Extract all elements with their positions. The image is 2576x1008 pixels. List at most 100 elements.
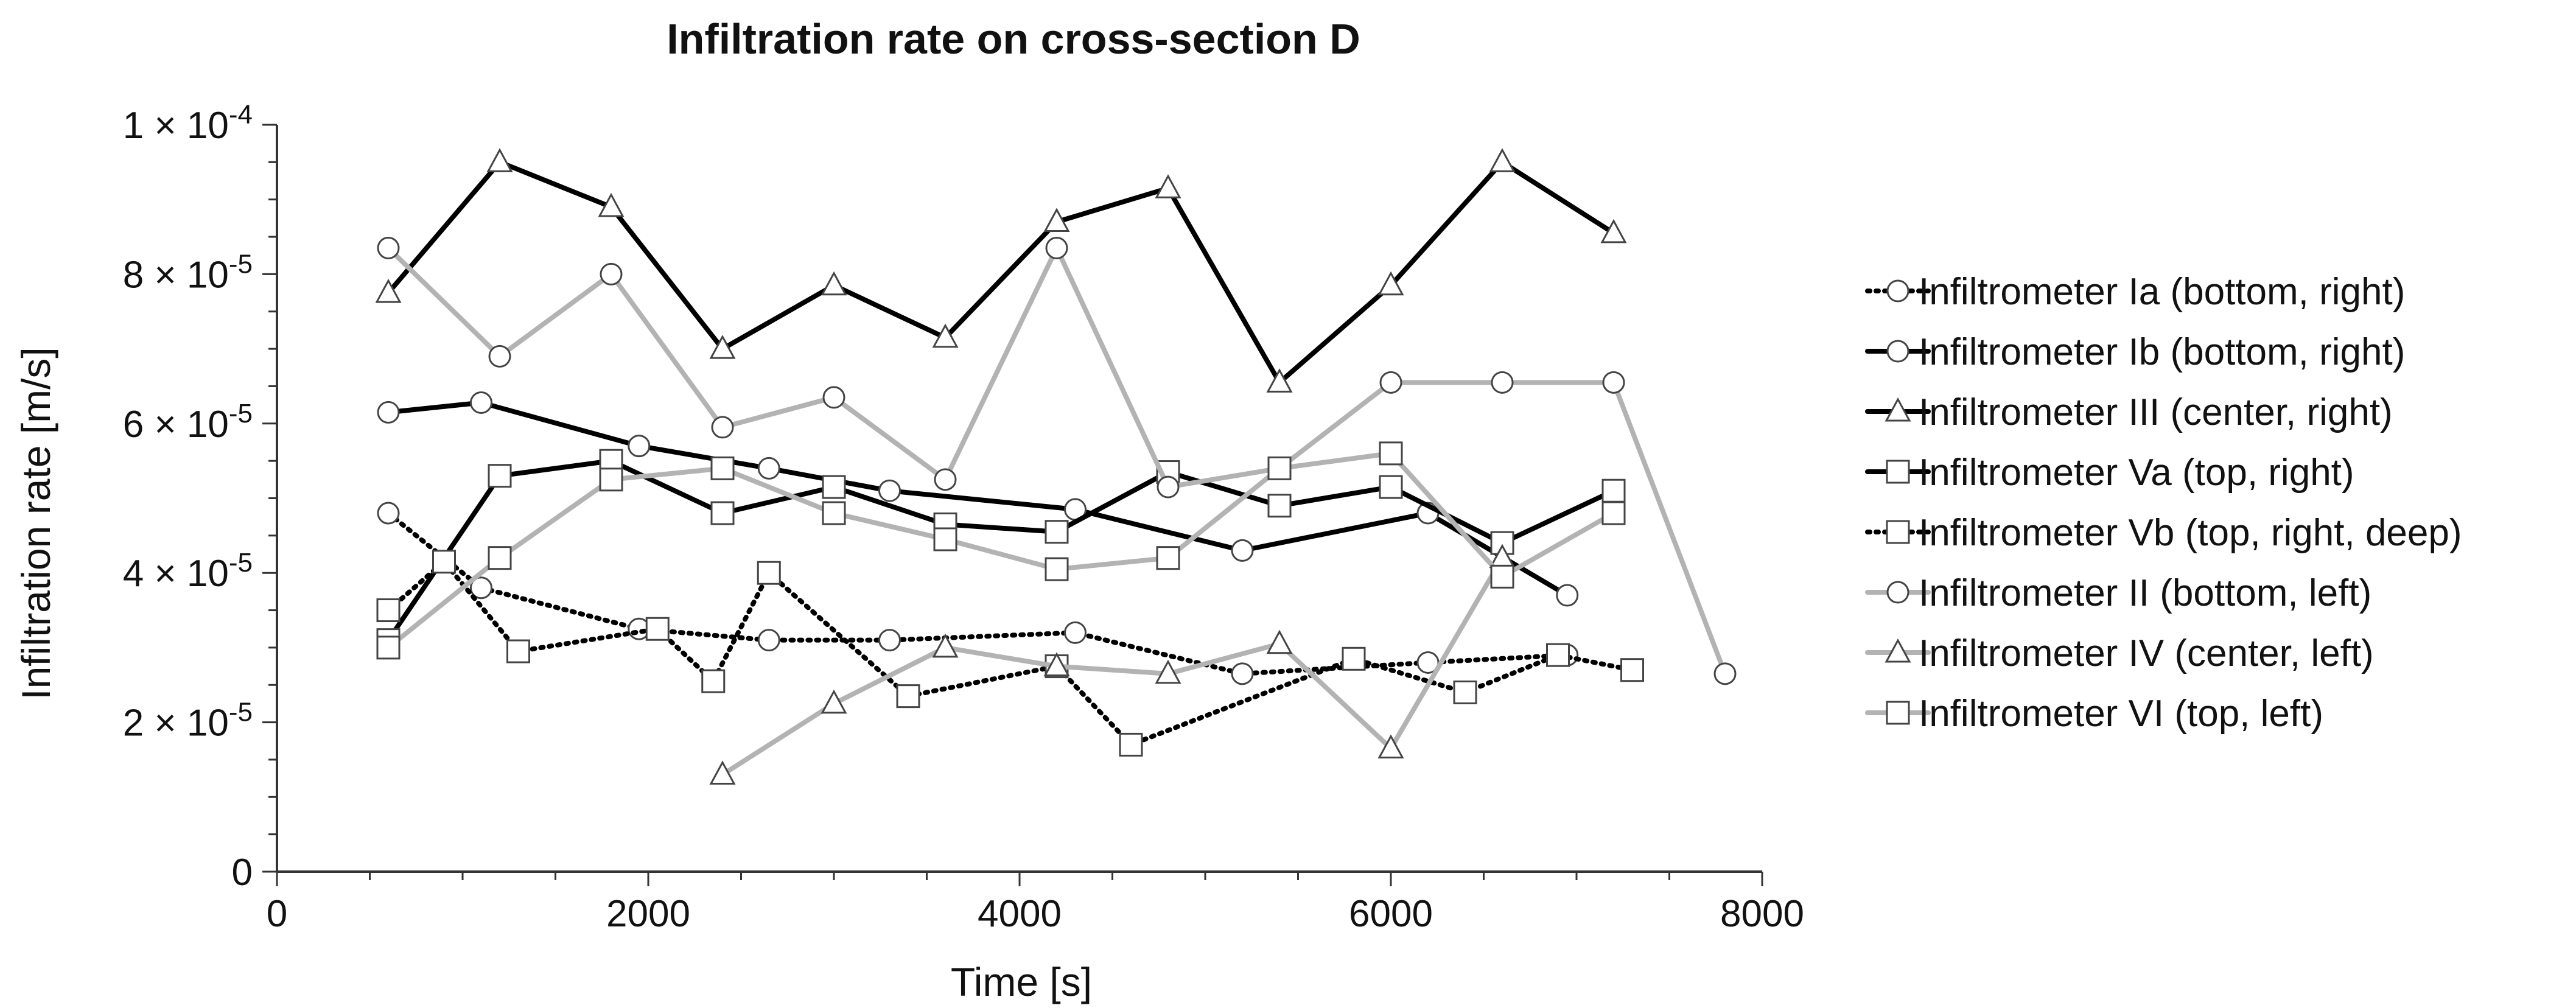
data-point: [822, 501, 846, 525]
data-point: [932, 633, 959, 658]
data-point: [1600, 219, 1627, 243]
data-point: [1266, 368, 1293, 393]
data-point: [628, 435, 651, 458]
legend-item: Infiltrometer II (bottom, left): [1865, 572, 2371, 614]
legend-item: Infiltrometer IV (center, left): [1865, 632, 2374, 674]
legend-label: Infiltrometer Va (top, right): [1919, 452, 2354, 494]
data-point: [821, 271, 847, 296]
series-line: [386, 458, 1616, 643]
data-point: [1491, 371, 1514, 394]
data-point: [1045, 236, 1068, 259]
y-tick-label: 4 × 10-5: [123, 548, 253, 595]
legend-item: Infiltrometer Ia (bottom, right): [1865, 271, 2405, 313]
legend-marker: [1886, 460, 1910, 484]
legend-label: Infiltrometer II (bottom, left): [1919, 572, 2371, 614]
data-point: [1043, 208, 1070, 233]
data-point: [709, 760, 736, 785]
data-point: [1601, 478, 1626, 503]
legend-label: Infiltrometer VI (top, left): [1919, 693, 2323, 735]
data-point: [377, 236, 400, 259]
series-5: [376, 550, 1644, 757]
series-7: [709, 544, 1516, 785]
data-point: [377, 502, 400, 525]
data-point: [1713, 662, 1737, 685]
data-point: [757, 457, 780, 480]
x-axis-label: Time [s]: [951, 959, 1092, 1004]
data-point: [488, 546, 512, 570]
data-point: [1379, 475, 1403, 499]
series-line: [386, 159, 1616, 385]
data-point: [1043, 652, 1070, 677]
data-point: [599, 467, 623, 492]
x-tick-label: 0: [267, 893, 287, 935]
data-point: [1379, 441, 1403, 466]
data-point: [709, 334, 736, 359]
series-layer: [375, 148, 1737, 785]
series-6: [377, 236, 1737, 685]
data-point: [1155, 659, 1181, 684]
data-point: [1267, 494, 1292, 518]
data-point: [377, 401, 400, 424]
data-point: [711, 416, 734, 439]
data-point: [1601, 501, 1626, 525]
data-point: [896, 684, 920, 709]
data-point: [506, 639, 530, 663]
data-point: [701, 669, 726, 693]
legend-marker: [1885, 638, 1911, 663]
data-point: [1453, 681, 1477, 705]
data-point: [486, 148, 513, 172]
data-point: [822, 475, 846, 499]
data-point: [600, 262, 623, 285]
legend-marker: [1886, 520, 1910, 544]
data-point: [1556, 584, 1579, 607]
x-tick-label: 8000: [1720, 893, 1804, 935]
series-line: [386, 511, 1570, 676]
y-tick-label: 6 × 10-5: [123, 399, 253, 446]
data-point: [1045, 520, 1069, 544]
data-point: [932, 323, 959, 348]
y-tick-label: 2 × 10-5: [123, 698, 253, 744]
data-point: [1155, 174, 1181, 198]
legend: Infiltrometer Ia (bottom, right) Infiltro…: [1865, 271, 2462, 735]
legend-item: Infiltrometer III (center, right): [1865, 391, 2393, 433]
legend-marker: [1886, 340, 1909, 363]
series-3: [375, 148, 1627, 393]
data-point: [1266, 629, 1293, 654]
data-point: [488, 464, 512, 488]
data-point: [376, 598, 401, 623]
data-point: [757, 629, 780, 652]
legend-marker: [1886, 279, 1909, 303]
data-point: [933, 527, 957, 551]
series-2: [377, 391, 1579, 607]
y-tick-label: 1 × 10-4: [123, 100, 253, 147]
legend-label: Infiltrometer IV (center, left): [1919, 632, 2374, 674]
data-point: [1119, 732, 1143, 757]
data-point: [757, 561, 781, 585]
x-tick-label: 4000: [978, 893, 1062, 935]
y-tick-label: 8 × 10-5: [123, 249, 253, 296]
data-point: [598, 192, 625, 217]
data-point: [470, 576, 492, 600]
axes: 0 2000 4000 6000 8000 0 2 × 10-5 4 × 10-5 6 × 10…: [123, 100, 1804, 935]
legend-item: Infiltrometer Va (top, right): [1865, 452, 2354, 494]
legend-marker: [1886, 581, 1909, 604]
data-point: [1231, 662, 1254, 685]
data-point: [878, 629, 901, 652]
data-point: [1231, 539, 1254, 562]
series-8: [376, 441, 1626, 660]
data-point: [710, 456, 735, 480]
data-point: [488, 345, 511, 368]
data-point: [1377, 734, 1404, 759]
legend-label: Infiltrometer Ia (bottom, right): [1919, 271, 2405, 313]
data-point: [470, 391, 492, 414]
data-point: [1489, 148, 1516, 172]
legend-label: Infiltrometer Vb (top, right, deep): [1919, 512, 2462, 554]
data-point: [1377, 271, 1404, 296]
series-4: [376, 449, 1626, 653]
legend-label: Infiltrometer Ib (bottom, right): [1919, 331, 2405, 373]
data-point: [375, 278, 402, 303]
data-point: [1045, 557, 1069, 581]
data-point: [1620, 658, 1644, 682]
data-point: [1546, 643, 1570, 667]
